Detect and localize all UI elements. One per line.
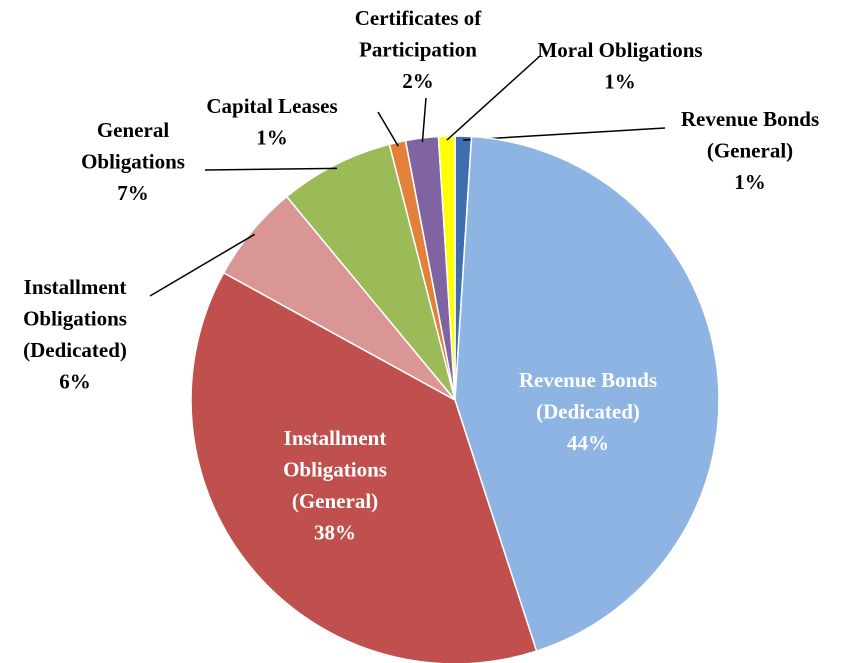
leader-line [421, 97, 427, 143]
value-label: 44% [567, 431, 609, 455]
label-line: (General) [292, 489, 378, 513]
label-line: Installment [24, 275, 127, 299]
value-label: 1% [604, 69, 636, 93]
label-line: Capital Leases [206, 94, 337, 118]
value-label: 7% [117, 181, 149, 205]
leader-line [149, 233, 256, 297]
category-label: Certificates of Participation [355, 6, 483, 62]
leader-line [204, 167, 337, 171]
value-label: 1% [256, 125, 288, 149]
value-label: 1% [734, 170, 766, 194]
value-label: 6% [59, 369, 91, 393]
label-line: Participation [359, 37, 477, 61]
category-label: Capital Leases [206, 94, 337, 118]
category-label: General Obligations [81, 118, 185, 174]
value-label: 38% [314, 520, 356, 544]
label-line: Obligations [23, 306, 127, 330]
leader-line [377, 111, 399, 147]
category-label: Revenue Bonds (Dedicated) [519, 368, 657, 424]
label-line: Revenue Bonds [519, 368, 657, 392]
label-line: Revenue Bonds [681, 107, 819, 131]
pie-slice [454, 135, 720, 653]
label-line: (Dedicated) [536, 399, 640, 423]
category-label: Revenue Bonds (General) [681, 107, 819, 163]
label-line: (General) [707, 138, 793, 162]
label-line: Certificates of [355, 6, 483, 30]
value-label: 2% [402, 69, 434, 93]
label-line: Obligations [283, 457, 387, 481]
label-line: General [97, 118, 169, 142]
label-line: Installment [284, 426, 387, 450]
pie-slice [190, 271, 538, 663]
pie-slice [285, 143, 456, 401]
category-label: Moral Obligations [537, 38, 702, 62]
label-line: (Dedicated) [23, 338, 127, 362]
pie-slice [437, 135, 456, 401]
leader-line [463, 127, 666, 141]
label-line: Moral Obligations [537, 38, 702, 62]
leader-line [446, 55, 541, 141]
label-line: Obligations [81, 149, 185, 173]
category-label: Installment Obligations (General) [283, 426, 387, 513]
category-label: Installment Obligations (Dedicated) [23, 275, 127, 362]
